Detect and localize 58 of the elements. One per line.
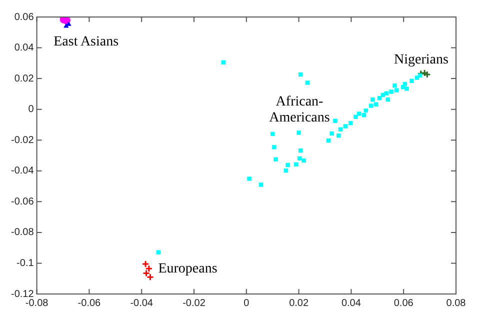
point [348,121,353,126]
point [302,158,306,163]
x-tick-label: 0.08 [446,298,466,309]
point [298,148,303,153]
point [386,98,390,102]
point [296,130,301,135]
y-tick-label: -0.02 [10,134,34,146]
point [333,118,338,123]
point [221,60,226,65]
point [362,113,366,118]
y-tick-label: -0.08 [10,227,34,238]
y-tick-label: 0.06 [14,12,34,23]
x-tick-label: 0.06 [394,298,414,309]
point [156,250,160,254]
series-label: Europeans [158,261,218,276]
series-label: Nigerians [394,52,448,68]
point [247,176,252,181]
point [294,162,298,167]
point [354,114,358,119]
point [66,21,72,26]
y-tick-label: -0.12 [10,288,34,300]
series-label: East Asians [54,34,119,50]
point [392,84,397,88]
point [330,131,334,136]
point [370,98,375,102]
point [338,127,343,132]
point [343,124,348,128]
point [389,90,394,94]
y-tick-label: -0.04 [10,166,34,177]
point [298,72,303,77]
y-tick-label: -0.06 [10,196,34,208]
x-tick-label: -0.04 [130,298,154,309]
point [384,91,388,96]
point [410,78,414,83]
point [336,134,341,138]
x-tick-label: 0 [244,298,250,309]
point [286,162,290,168]
y-tick-label: 0.02 [14,73,34,84]
x-tick-label: 0.02 [289,298,309,309]
series-label: African- Americans [269,94,330,126]
x-tick-label: 0.04 [341,298,362,309]
point [394,88,399,92]
x-tick-label: -0.08 [25,298,49,309]
point [404,86,409,91]
x-tick-label: -0.06 [78,298,102,309]
point [274,157,278,162]
point [272,145,276,150]
y-tick-label: -0.1 [16,258,34,269]
y-tick-label: 0.04 [14,42,34,54]
x-tick-label: -0.02 [182,298,206,309]
point [305,80,310,85]
point [258,182,264,187]
point [364,108,368,113]
y-tick-label: 0 [28,104,34,116]
point [146,273,154,281]
point [368,104,374,108]
point [356,112,362,116]
point [142,269,150,277]
